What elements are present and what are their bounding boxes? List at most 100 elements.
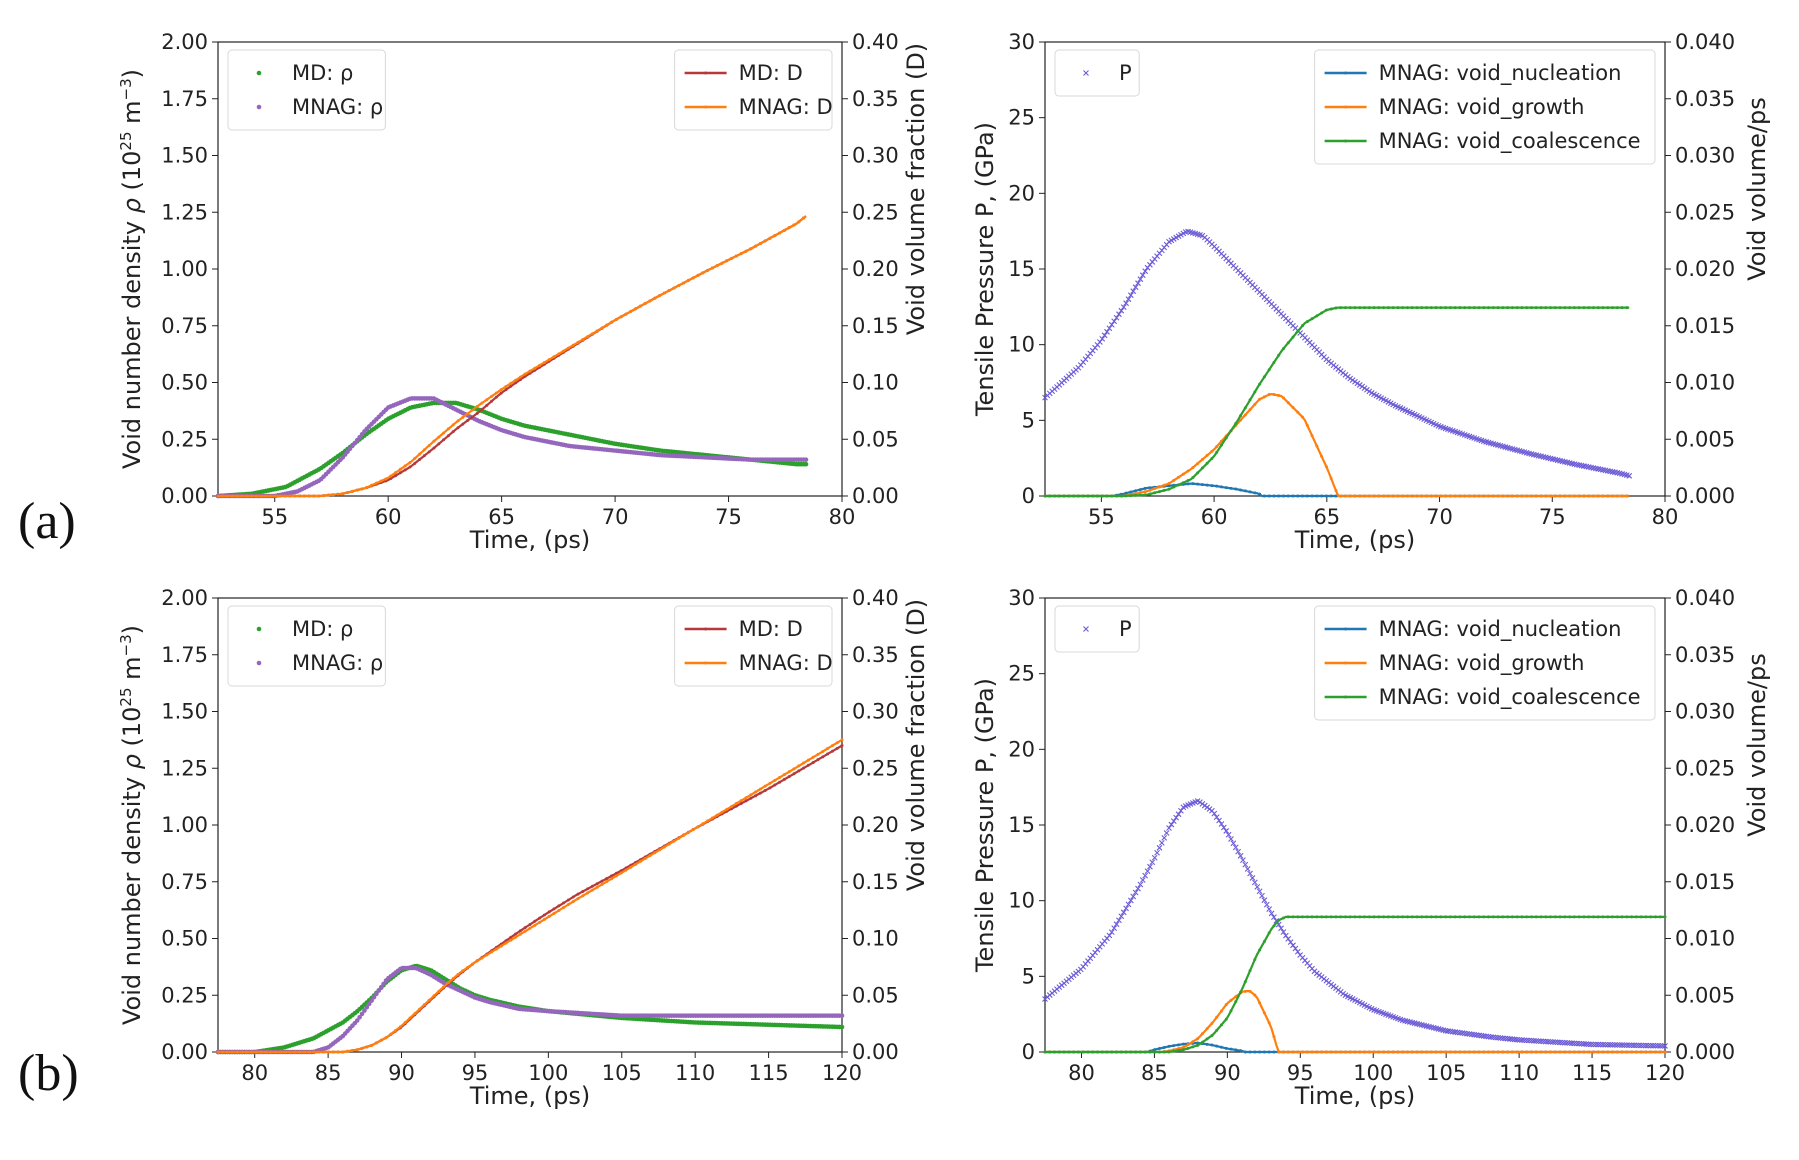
- data-point: [369, 998, 374, 1003]
- data-point: [1205, 1037, 1209, 1041]
- data-point: [1143, 493, 1147, 497]
- x-tick-label: 80: [1068, 1061, 1095, 1085]
- data-point: [1477, 915, 1481, 919]
- data-point: [362, 1008, 367, 1013]
- data-point: [1561, 1039, 1568, 1046]
- data-point: [614, 317, 618, 321]
- x-tick-label: 80: [1652, 505, 1679, 529]
- y-tick-label: 30: [1008, 586, 1035, 610]
- data-point: [485, 953, 489, 957]
- data-point: [1291, 1050, 1295, 1054]
- data-point: [1538, 1038, 1544, 1045]
- legend-label: MNAG: void_coalescence: [1379, 685, 1641, 710]
- data-point: [1615, 1050, 1619, 1054]
- data-point: [1496, 494, 1500, 498]
- data-point: [1544, 494, 1548, 498]
- data-point: [461, 415, 465, 419]
- data-point: [643, 302, 647, 306]
- data-point: [1267, 1021, 1271, 1025]
- data-point: [706, 819, 710, 823]
- data-point: [1277, 353, 1281, 357]
- x-tick-label: 100: [528, 1061, 568, 1085]
- legend-box: [1054, 605, 1140, 653]
- data-point: [1242, 861, 1249, 868]
- data-point: [826, 747, 830, 751]
- data-point: [1582, 494, 1586, 498]
- panel-label-a: (a): [18, 493, 76, 550]
- data-point: [509, 935, 513, 939]
- data-point: [1320, 494, 1324, 498]
- data-point: [839, 1024, 845, 1030]
- data-point: [1434, 915, 1438, 919]
- x-tick-label: 70: [1426, 505, 1453, 529]
- data-point: [1234, 995, 1238, 999]
- data-point: [1153, 1048, 1157, 1052]
- data-point: [547, 358, 551, 362]
- data-point: [1458, 915, 1462, 919]
- data-point: [1401, 915, 1405, 919]
- data-point: [1219, 1045, 1223, 1049]
- data-point: [1620, 1050, 1624, 1054]
- data-point: [490, 950, 494, 954]
- data-point: [1272, 494, 1276, 498]
- data-point: [461, 422, 465, 426]
- data-point: [763, 784, 767, 788]
- data-point: [1153, 487, 1157, 491]
- data-point: [1358, 306, 1362, 310]
- data-point: [1239, 488, 1243, 492]
- data-point: [1334, 306, 1338, 310]
- y-tick-label: 2.00: [161, 30, 208, 54]
- data-point: [259, 494, 263, 498]
- data-point: [1043, 494, 1047, 498]
- data-point: [1520, 494, 1524, 498]
- legend-marker: [1083, 626, 1089, 632]
- data-point: [1601, 1050, 1605, 1054]
- data-point: [1138, 1050, 1142, 1054]
- data-point: [1363, 915, 1367, 919]
- data-point: [326, 493, 330, 497]
- data-point: [1606, 494, 1610, 498]
- data-point: [437, 989, 441, 993]
- data-point: [1111, 925, 1118, 932]
- data-point: [1439, 915, 1443, 919]
- data-point: [1510, 494, 1514, 498]
- data-point: [1224, 1017, 1228, 1021]
- data-point: [610, 874, 614, 878]
- data-point: [1544, 915, 1548, 919]
- data-point: [1534, 1050, 1538, 1054]
- data-point: [317, 494, 321, 498]
- data-point: [1178, 807, 1184, 814]
- data-point: [456, 426, 460, 430]
- data-point: [1529, 915, 1533, 919]
- y2-tick-label: 0.40: [852, 586, 899, 610]
- data-point: [298, 1050, 302, 1054]
- data-point: [370, 483, 374, 487]
- data-point: [298, 494, 302, 498]
- data-point: [1258, 1050, 1262, 1054]
- data-point: [1134, 1050, 1138, 1054]
- data-point: [1266, 906, 1273, 912]
- y-tick-label: 0: [1022, 1040, 1035, 1064]
- data-point: [1267, 1050, 1271, 1054]
- data-point: [1491, 306, 1495, 310]
- data-point: [1477, 306, 1481, 310]
- data-point: [1248, 398, 1252, 402]
- data-point: [1439, 1050, 1443, 1054]
- data-point: [1108, 929, 1115, 935]
- data-point: [1382, 494, 1386, 498]
- data-point: [365, 1045, 369, 1049]
- data-point: [1167, 1050, 1171, 1054]
- data-point: [806, 758, 810, 762]
- data-point: [739, 252, 743, 256]
- data-point: [1220, 824, 1227, 831]
- data-point: [1578, 1040, 1585, 1047]
- data-point: [638, 304, 642, 308]
- data-point: [1099, 335, 1106, 342]
- data-point: [1625, 915, 1629, 919]
- data-point: [1372, 306, 1376, 310]
- data-point: [1482, 306, 1486, 310]
- data-point: [1132, 889, 1139, 896]
- data-point: [1592, 1041, 1599, 1048]
- x-tick-label: 85: [1141, 1061, 1168, 1085]
- data-point: [1111, 318, 1118, 325]
